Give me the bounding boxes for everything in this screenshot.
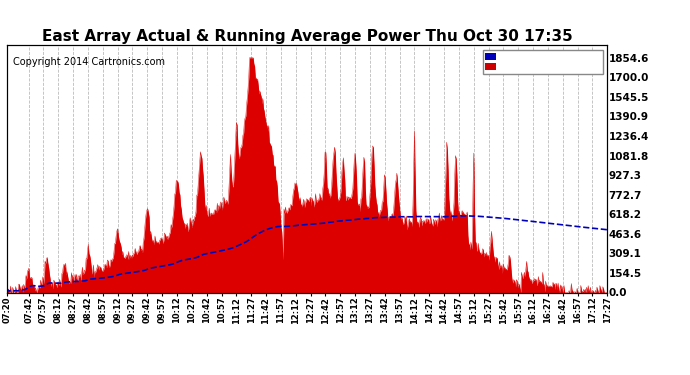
Legend: Average  (DC Watts), East Array  (DC Watts): Average (DC Watts), East Array (DC Watts… [483, 50, 602, 74]
Title: East Array Actual & Running Average Power Thu Oct 30 17:35: East Array Actual & Running Average Powe… [41, 29, 573, 44]
Text: Copyright 2014 Cartronics.com: Copyright 2014 Cartronics.com [13, 57, 165, 68]
